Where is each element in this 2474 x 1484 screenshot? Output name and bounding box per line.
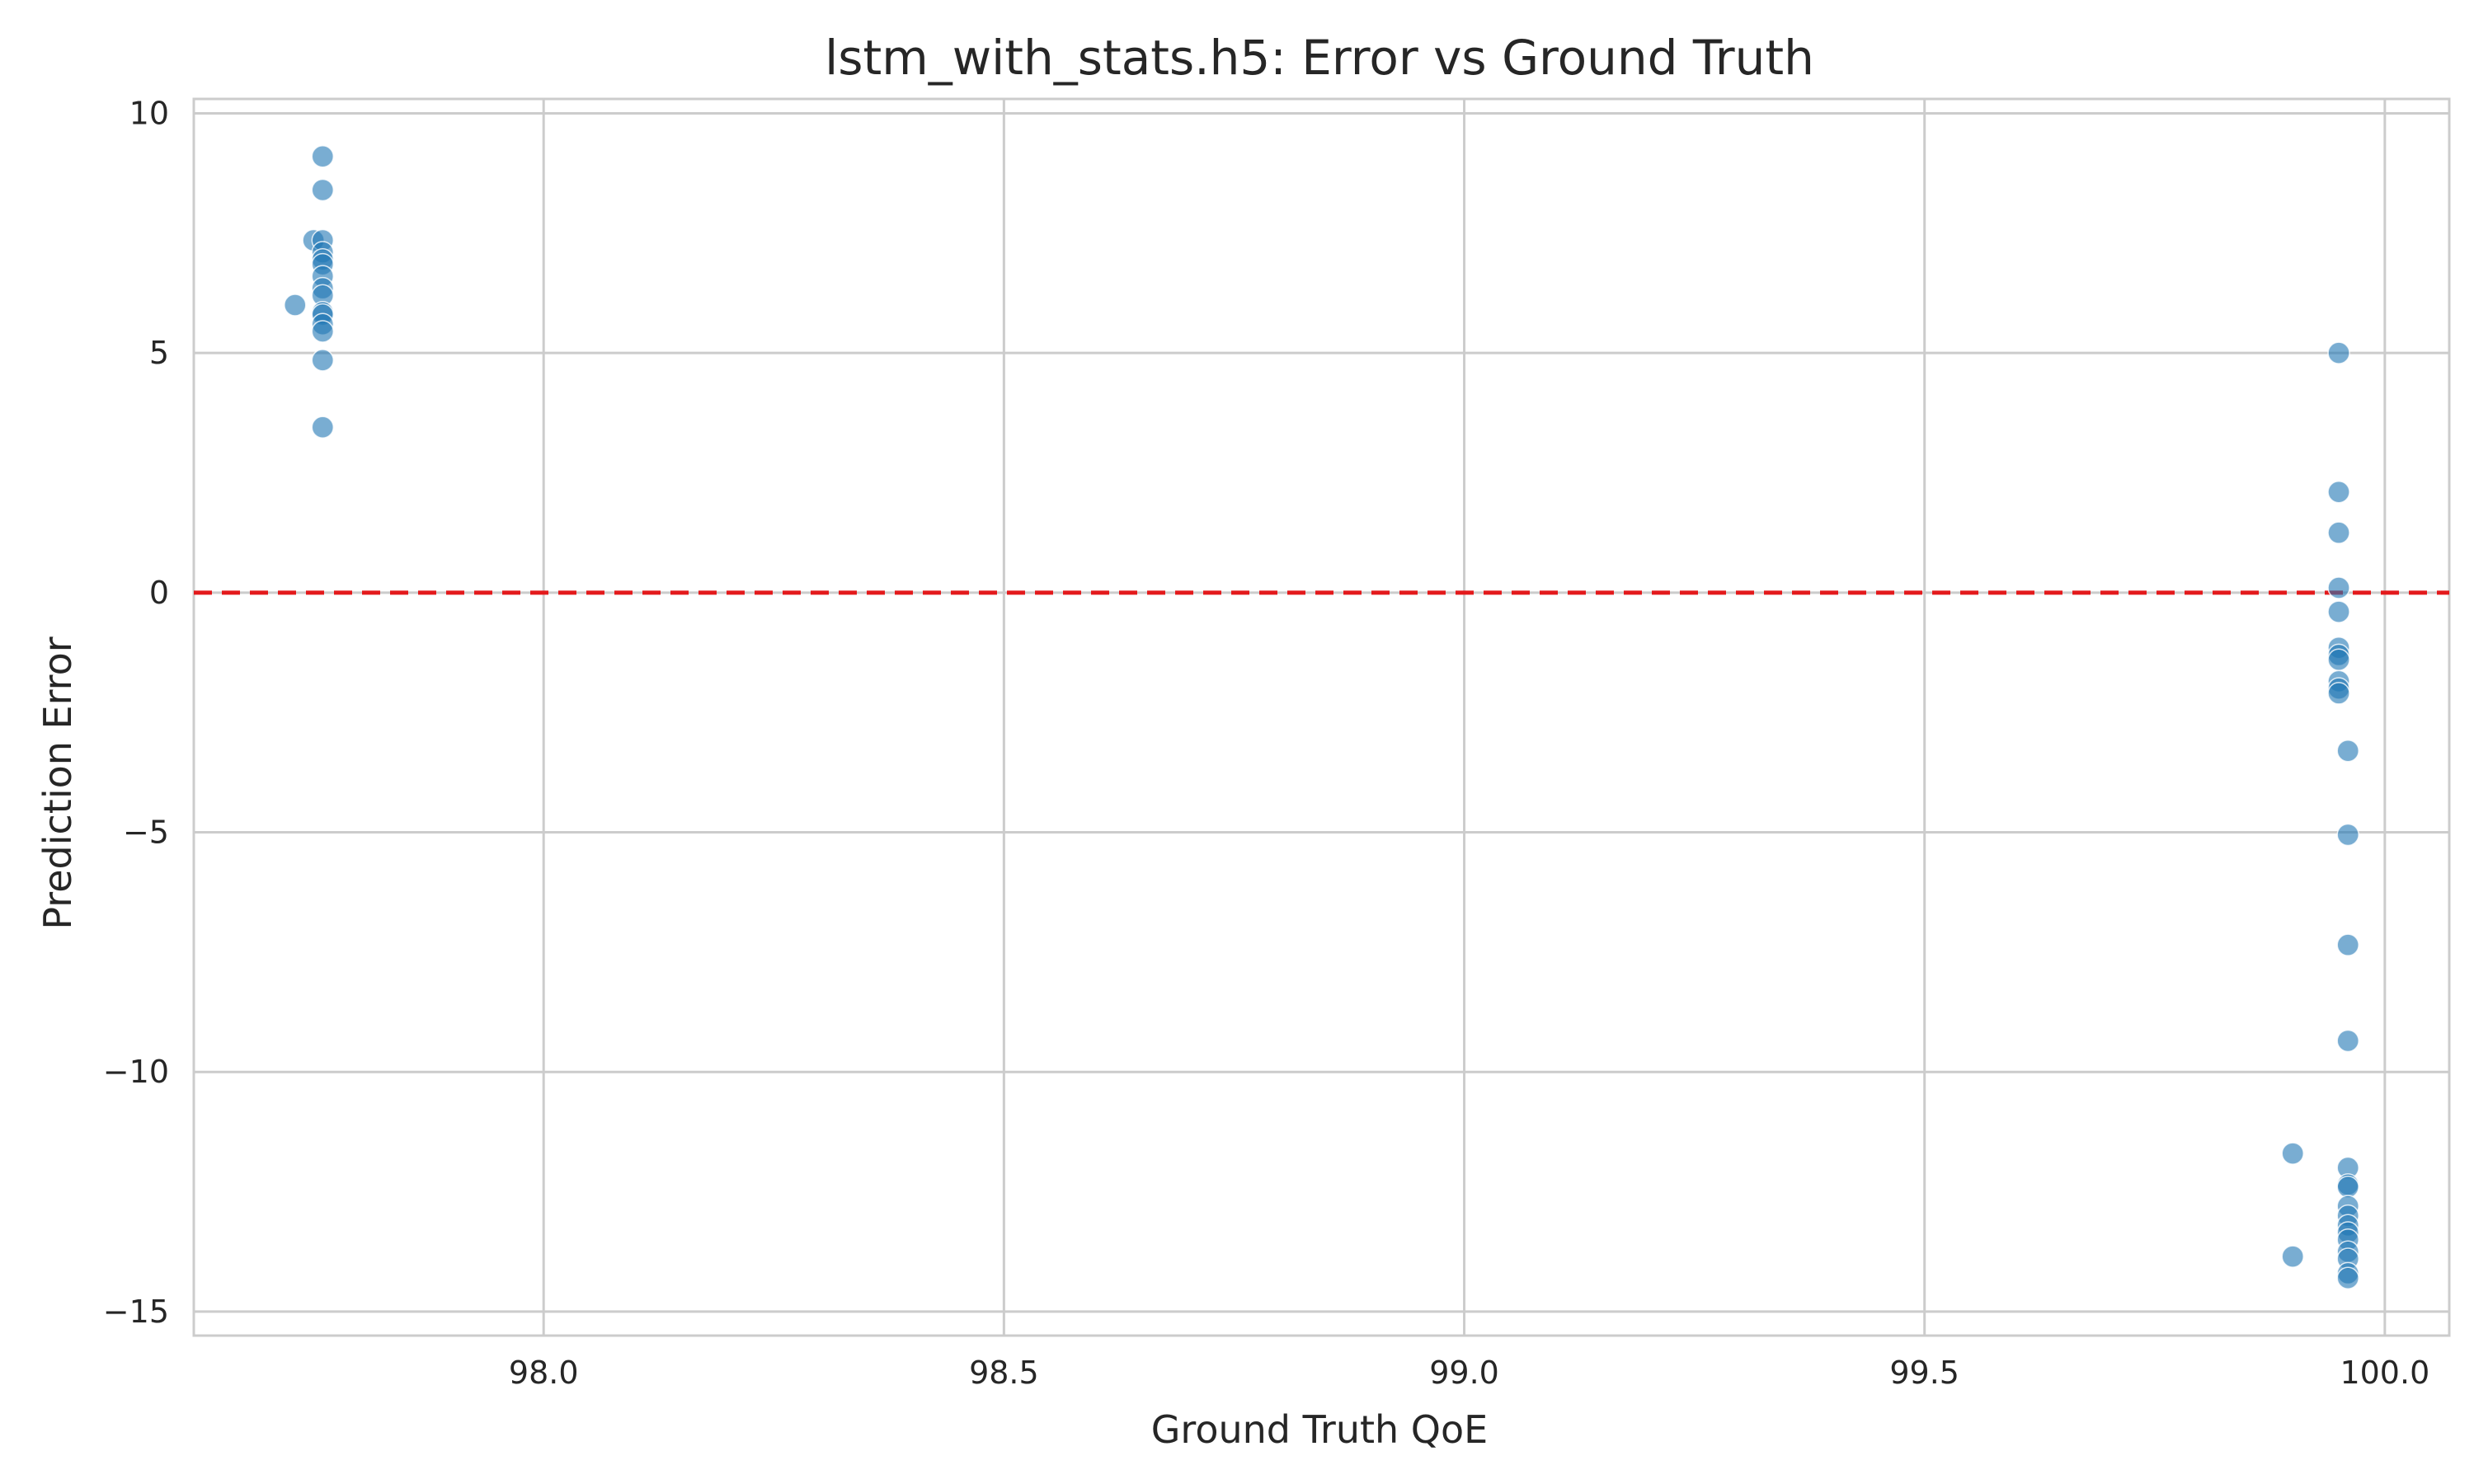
y-grid-lines xyxy=(194,111,2449,1313)
y-tick-label: −5 xyxy=(123,815,169,851)
scatter-point xyxy=(2327,600,2350,623)
x-tick-label: 99.0 xyxy=(1429,1355,1499,1391)
y-axis-label: Prediction Error xyxy=(35,636,80,929)
x-grid-lines xyxy=(542,99,2387,1336)
y-tick-label: 10 xyxy=(129,95,169,131)
scatter-point xyxy=(311,145,335,168)
scatter-point xyxy=(2336,823,2359,847)
scatter-point xyxy=(2327,576,2350,599)
x-axis-label: Ground Truth QoE xyxy=(1151,1407,1488,1452)
scatter-point xyxy=(311,416,335,439)
x-tick-label: 98.5 xyxy=(969,1355,1039,1391)
scatter-point xyxy=(2327,648,2350,671)
chart-title: lstm_with_stats.h5: Error vs Ground Trut… xyxy=(825,30,1814,86)
x-tick-label: 98.0 xyxy=(509,1355,579,1391)
scatter-point xyxy=(2336,933,2359,956)
y-tick-label: 5 xyxy=(149,335,169,371)
data-points xyxy=(284,145,2359,1289)
x-tick-label: 99.5 xyxy=(1889,1355,1959,1391)
scatter-point xyxy=(2327,341,2350,364)
scatter-point xyxy=(311,178,335,202)
scatter-point xyxy=(2327,521,2350,544)
scatter-point xyxy=(2336,739,2359,763)
scatter-point xyxy=(311,320,335,343)
y-tick-label: 0 xyxy=(149,575,169,611)
y-tick-label: −15 xyxy=(103,1294,169,1330)
scatter-point xyxy=(2336,1266,2359,1289)
scatter-point xyxy=(2281,1245,2304,1268)
scatter-point xyxy=(2327,480,2350,504)
y-tick-label: −10 xyxy=(103,1054,169,1090)
x-tick-label: 100.0 xyxy=(2340,1355,2429,1391)
scatter-point xyxy=(311,349,335,372)
scatter-point xyxy=(2281,1142,2304,1165)
scatter-point xyxy=(2336,1029,2359,1053)
plot-area-frame xyxy=(192,97,2451,1337)
scatter-point xyxy=(2327,682,2350,705)
x-tick-labels: 98.0 98.5 99.0 99.5 100.0 xyxy=(509,1355,2429,1391)
scatter-point xyxy=(2336,1176,2359,1199)
y-tick-labels: 10 5 0 −5 −10 −15 xyxy=(103,95,169,1329)
scatter-point xyxy=(284,294,307,317)
